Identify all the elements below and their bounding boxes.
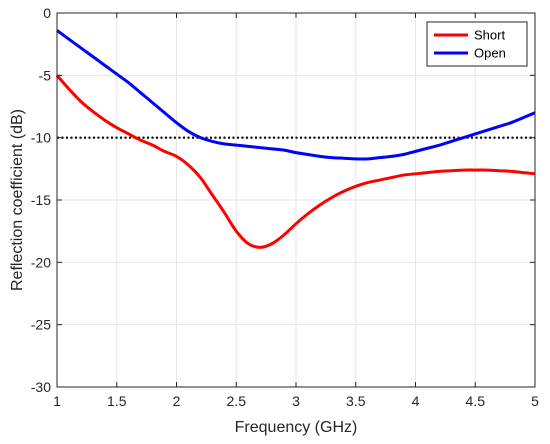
x-tick-label: 2 <box>173 393 181 409</box>
series-group <box>55 29 536 249</box>
y-tick-label: -20 <box>31 254 51 270</box>
x-tick-label: 3.5 <box>346 393 366 409</box>
x-tick-label: 4 <box>412 393 420 409</box>
x-axis: 1 1.5 2 2.5 3 3.5 4 4.5 5 <box>53 13 539 409</box>
y-tick-label: -10 <box>31 130 51 146</box>
y-axis-label: Reflection coefficient (dB) <box>9 109 26 291</box>
legend-box <box>426 21 528 67</box>
x-tick-label: 3 <box>292 393 300 409</box>
y-tick-label: -5 <box>39 67 52 83</box>
x-axis-label: Frequency (GHz) <box>235 419 358 436</box>
legend: Short Open <box>426 21 528 67</box>
y-tick-label: -30 <box>31 379 51 395</box>
series-line-short <box>55 74 536 249</box>
y-axis: 0 -5 -10 -15 -20 -25 -30 <box>31 5 535 395</box>
x-tick-label: 5 <box>531 393 539 409</box>
x-tick-label: 1.5 <box>107 393 127 409</box>
x-tick-label: 4.5 <box>466 393 486 409</box>
series-line-open <box>56 29 536 161</box>
y-tick-label: 0 <box>43 5 51 21</box>
legend-label-open: Open <box>474 46 506 61</box>
y-tick-label: -25 <box>31 317 51 333</box>
legend-label-short: Short <box>474 28 505 43</box>
x-tick-label: 2.5 <box>227 393 247 409</box>
y-tick-label: -15 <box>31 192 51 208</box>
x-tick-label: 1 <box>53 393 61 409</box>
